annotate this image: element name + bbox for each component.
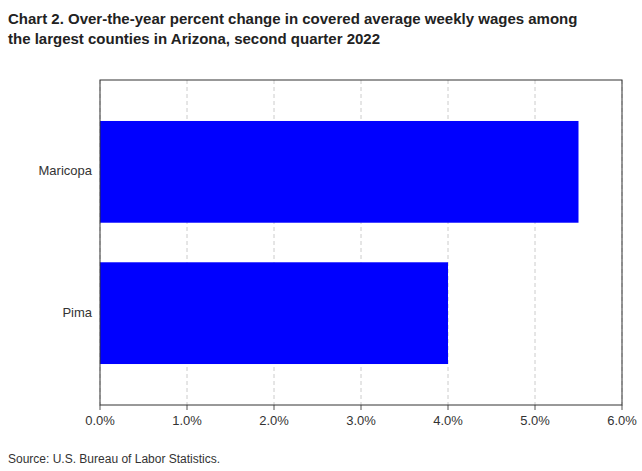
tick-label: 0.0% — [85, 413, 115, 428]
x-axis: 0.0% 1.0% 2.0% 3.0% 4.0% 5.0% 6.0% — [85, 405, 637, 428]
tick-label: 5.0% — [520, 413, 550, 428]
source: Source: U.S. Bureau of Labor Statistics. — [8, 452, 220, 466]
tick-label: 6.0% — [607, 413, 637, 428]
tick-mark — [448, 405, 449, 410]
tick-label: 1.0% — [172, 413, 202, 428]
tick-label: 4.0% — [433, 413, 463, 428]
bars — [100, 121, 579, 364]
chart: Chart 2. Over-the-year percent change in… — [0, 0, 642, 471]
y-axis: Pima Maricopa — [39, 163, 93, 319]
subtitle: the largest counties in Arizona, second … — [8, 30, 380, 47]
tick-mark — [535, 405, 536, 410]
category-label: Pima — [62, 305, 92, 320]
plot-frame — [100, 80, 622, 405]
tick-mark — [100, 405, 101, 410]
tick-mark — [622, 405, 623, 410]
tick-mark — [361, 405, 362, 410]
title: Chart 2. Over-the-year percent change in… — [8, 10, 577, 27]
bar — [100, 121, 579, 223]
category-label: Maricopa — [39, 163, 93, 178]
tick-mark — [274, 405, 275, 410]
grid — [100, 80, 622, 405]
bar — [100, 262, 448, 364]
tick-label: 2.0% — [259, 413, 289, 428]
tick-mark — [187, 405, 188, 410]
tick-label: 3.0% — [346, 413, 376, 428]
